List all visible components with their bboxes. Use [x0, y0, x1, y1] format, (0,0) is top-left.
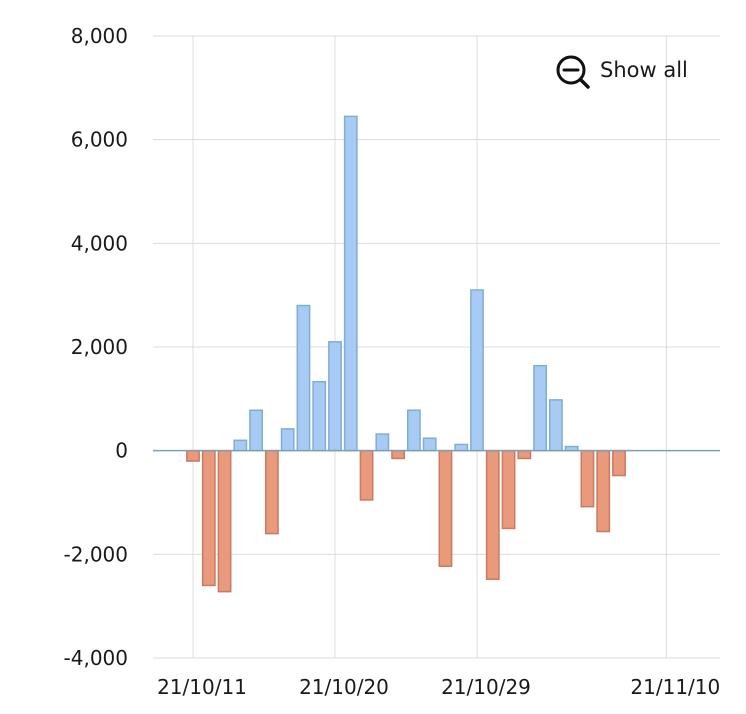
bar[interactable]: [596, 449, 611, 533]
y-axis-ticks: 8,000 6,000 4,000 2,000 0 -2,000 -4,000: [64, 24, 128, 670]
bar[interactable]: [186, 449, 200, 462]
y-tick-label: 4,000: [71, 231, 128, 255]
x-tick-label: 21/10/20: [299, 675, 389, 699]
bar[interactable]: [517, 449, 532, 460]
bar[interactable]: [359, 449, 374, 501]
y-tick-label: 6,000: [71, 128, 128, 152]
bar[interactable]: [438, 449, 453, 568]
bar[interactable]: [612, 449, 626, 477]
bar[interactable]: [580, 449, 595, 508]
bar[interactable]: [249, 409, 264, 452]
show-all-button[interactable]: Show all: [556, 55, 688, 89]
bar[interactable]: [406, 409, 421, 452]
bar[interactable]: [422, 437, 437, 452]
bar[interactable]: [296, 304, 311, 452]
y-tick-label: -2,000: [64, 542, 128, 566]
bar[interactable]: [548, 399, 563, 452]
bar[interactable]: [217, 449, 232, 593]
bar[interactable]: [328, 341, 342, 452]
x-tick-label: 21/11/10: [630, 675, 720, 699]
bar[interactable]: [485, 449, 500, 580]
y-tick-label: 8,000: [71, 24, 128, 48]
grid: [153, 35, 720, 659]
bar[interactable]: [375, 433, 390, 452]
zoom-out-icon: [556, 55, 590, 89]
bar[interactable]: [343, 115, 358, 452]
bar[interactable]: [312, 380, 327, 452]
bar[interactable]: [470, 289, 484, 452]
bar[interactable]: [280, 428, 295, 452]
bar[interactable]: [264, 449, 279, 535]
x-tick-label: 21/10/29: [441, 675, 531, 699]
bar[interactable]: [201, 449, 216, 587]
bar[interactable]: [454, 443, 469, 452]
bar[interactable]: [501, 449, 516, 530]
y-tick-label: -4,000: [64, 646, 128, 670]
bar[interactable]: [391, 449, 406, 460]
bars: [186, 115, 626, 593]
bar[interactable]: [533, 364, 548, 452]
show-all-label: Show all: [600, 58, 688, 82]
x-tick-label: 21/10/11: [157, 675, 247, 699]
x-axis-ticks: 21/10/11 21/10/20 21/10/29 21/11/10: [157, 675, 720, 699]
bar[interactable]: [233, 439, 248, 452]
y-tick-label: 2,000: [71, 335, 128, 359]
y-tick-label: 0: [115, 439, 128, 463]
